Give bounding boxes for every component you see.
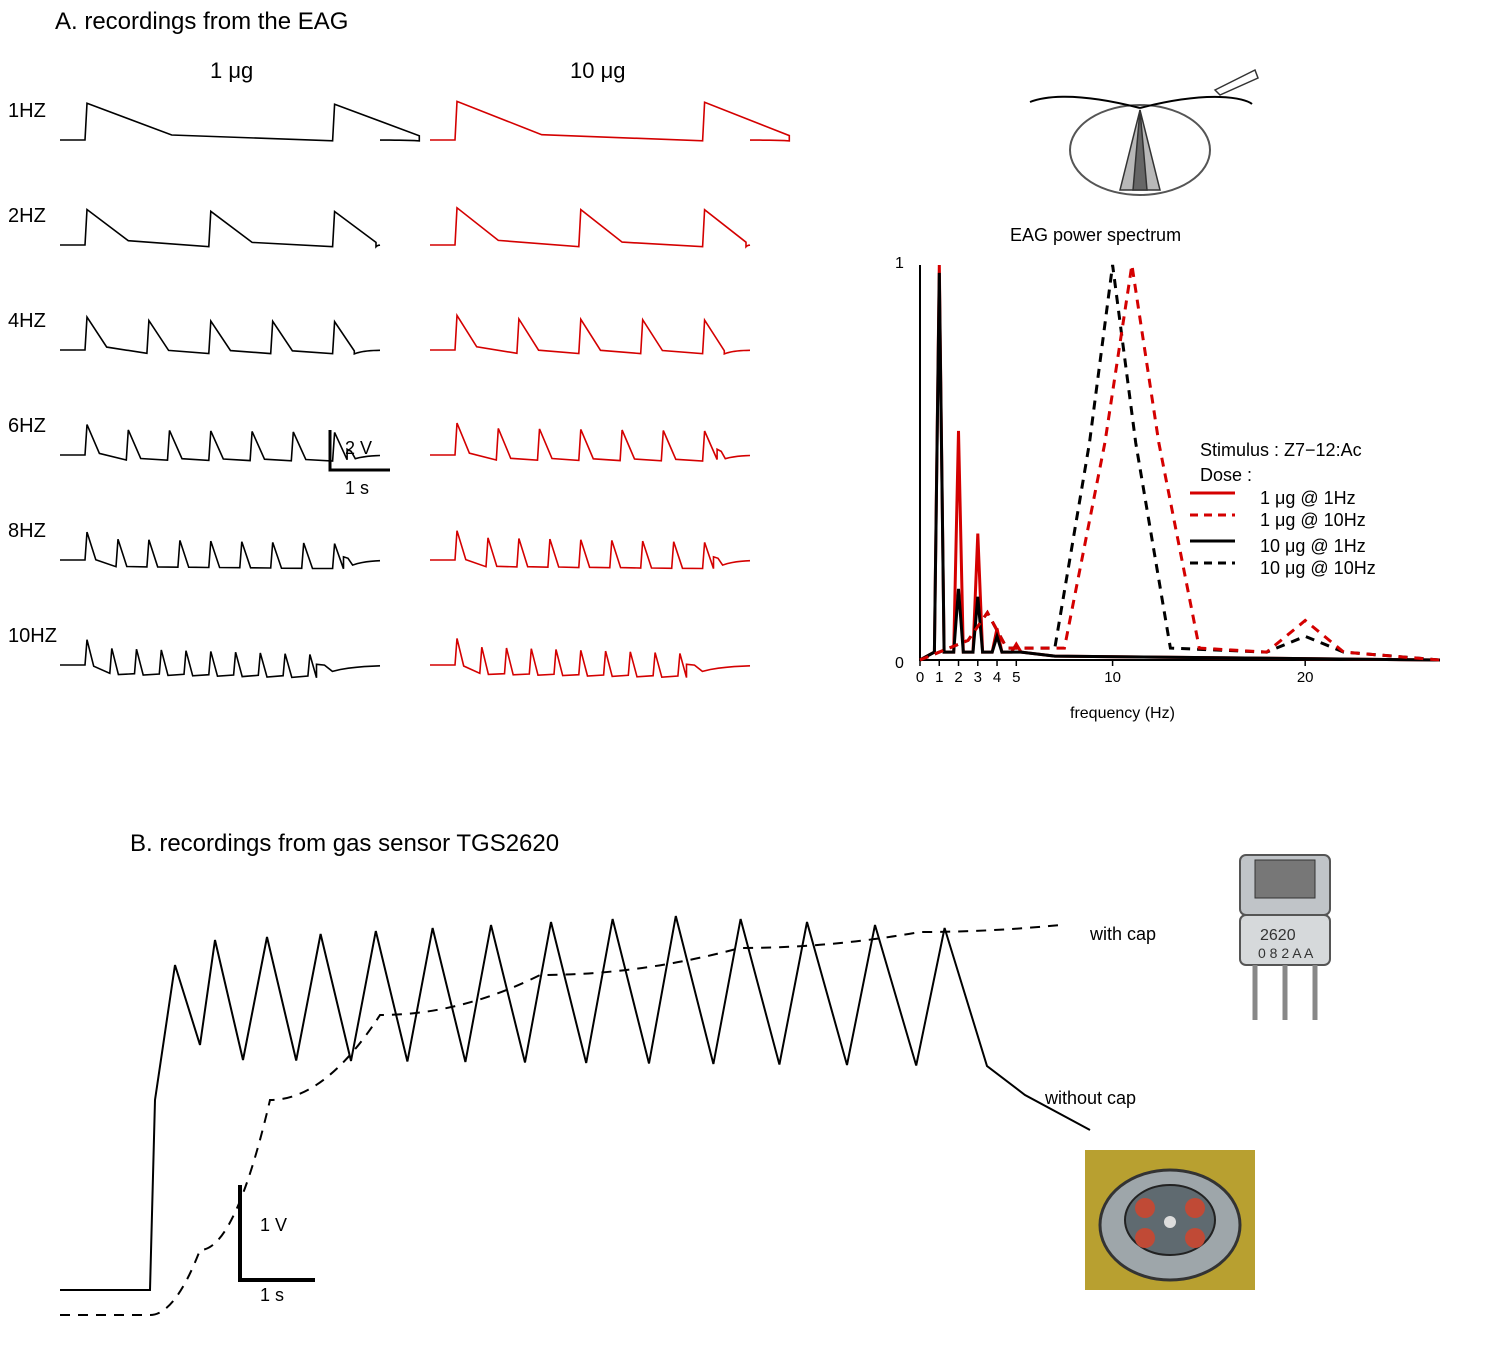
scalebar-b: [220, 1180, 360, 1310]
moth-icon: [1020, 40, 1260, 210]
scalebar-a-y: 2 V: [345, 438, 372, 459]
svg-text:4: 4: [993, 669, 1001, 686]
freq-label-1: 1HZ: [8, 100, 46, 123]
gas-sensor-traces: [40, 870, 1120, 1320]
legend-stim: Stimulus : Z7−12:Ac: [1200, 440, 1362, 461]
xlabel-spec: frequency (Hz): [1070, 705, 1175, 723]
legend-item-2: 10 μg @ 1Hz: [1260, 536, 1366, 557]
scalebar-b-x: 1 s: [260, 1285, 284, 1306]
legend-dose: Dose :: [1200, 465, 1252, 486]
ytick-1: 1: [895, 255, 904, 273]
svg-text:3: 3: [974, 669, 982, 686]
panel-a-title: A. recordings from the EAG: [55, 8, 348, 36]
svg-text:2620: 2620: [1260, 927, 1296, 944]
legend-item-3: 10 μg @ 10Hz: [1260, 558, 1376, 579]
sensor-capped-icon: 2620 0 8 2 A A: [1200, 840, 1370, 1030]
label-with-cap: with cap: [1090, 924, 1156, 945]
svg-text:0 8 2 A A: 0 8 2 A A: [1258, 945, 1314, 961]
freq-label-2: 2HZ: [8, 205, 46, 228]
legend-item-1: 1 μg @ 10Hz: [1260, 510, 1366, 531]
freq-label-3: 4HZ: [8, 310, 46, 333]
sensor-uncapped-icon: [1080, 1130, 1260, 1310]
svg-text:2: 2: [954, 669, 962, 686]
eag-traces: [50, 80, 830, 780]
freq-label-4: 6HZ: [8, 415, 46, 438]
scalebar-a-x: 1 s: [345, 478, 369, 499]
freq-label-5: 8HZ: [8, 520, 46, 543]
label-without-cap: without cap: [1045, 1088, 1136, 1109]
svg-text:1: 1: [935, 669, 943, 686]
spectrum-title: EAG power spectrum: [1010, 225, 1181, 246]
svg-text:5: 5: [1012, 669, 1020, 686]
ytick-0: 0: [895, 655, 904, 673]
svg-text:0: 0: [916, 669, 924, 686]
legend-item-0: 1 μg @ 1Hz: [1260, 488, 1356, 509]
scalebar-b-y: 1 V: [260, 1215, 287, 1236]
svg-text:20: 20: [1297, 669, 1314, 686]
panel-b-title: B. recordings from gas sensor TGS2620: [130, 830, 559, 858]
eag-power-spectrum: 012345 10 20: [905, 250, 1455, 710]
svg-text:10: 10: [1104, 669, 1121, 686]
